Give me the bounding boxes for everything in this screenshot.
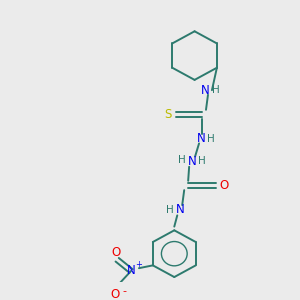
Text: H: H (178, 155, 186, 165)
Text: H: H (212, 85, 220, 95)
Text: O: O (219, 179, 229, 192)
Text: O: O (111, 288, 120, 300)
Text: -: - (122, 286, 126, 296)
Text: N: N (201, 84, 209, 97)
Text: H: H (207, 134, 215, 144)
Text: N: N (188, 155, 197, 168)
Text: N: N (176, 203, 184, 216)
Text: O: O (112, 246, 121, 259)
Text: N: N (127, 265, 135, 278)
Text: H: H (198, 156, 206, 166)
Text: +: + (136, 260, 142, 269)
Text: H: H (167, 205, 174, 215)
Text: S: S (165, 108, 172, 121)
Text: N: N (197, 132, 206, 145)
